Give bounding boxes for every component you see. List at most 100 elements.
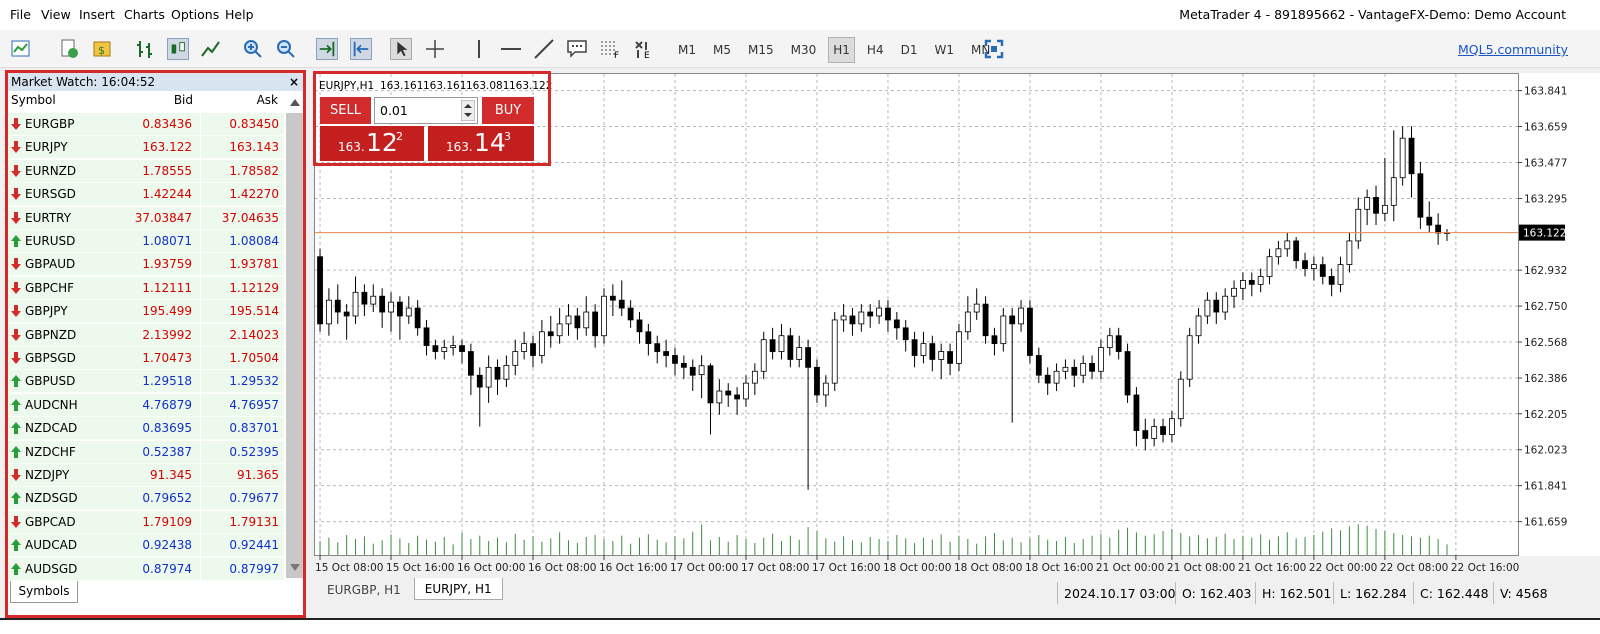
lot-spinner[interactable] xyxy=(461,100,475,121)
candle-body xyxy=(938,351,945,360)
vline-icon[interactable] xyxy=(468,38,490,60)
ask: 0.83701 xyxy=(229,421,279,436)
zoom-out-icon[interactable] xyxy=(275,38,297,60)
x-tick-label: 18 Oct 16:00 xyxy=(1025,562,1093,573)
timeframe-button[interactable]: D1 xyxy=(900,43,918,57)
autoscroll-icon[interactable] xyxy=(316,38,338,60)
menu-item[interactable]: Options xyxy=(171,7,220,22)
arrow-shape xyxy=(11,118,21,130)
timeframe-button[interactable]: M30 xyxy=(790,43,817,57)
market-watch-row[interactable]: NZDCAD 0.83695 0.83701 xyxy=(8,417,284,441)
column-divider xyxy=(200,510,201,534)
lot-input[interactable]: 0.01 xyxy=(374,97,478,124)
lot-value: 0.01 xyxy=(380,103,408,118)
chart-tab[interactable]: EURGBP, H1 xyxy=(327,583,401,597)
timeframe-button[interactable]: M15 xyxy=(748,43,774,57)
fullscreen-icon[interactable] xyxy=(983,38,1005,60)
chart-tab[interactable]: EURJPY, H1 xyxy=(413,578,503,600)
market-watch-row[interactable]: GBPCHF 1.12111 1.12129 xyxy=(8,276,284,300)
community-link[interactable]: MQL5.community xyxy=(1457,42,1568,57)
candle-body xyxy=(414,307,421,329)
menu-item[interactable]: Help xyxy=(225,7,254,22)
market-watch-row[interactable]: GBPJPY 195.499 195.514 xyxy=(8,300,284,324)
candle-body xyxy=(893,319,900,329)
candle-body xyxy=(1204,299,1211,317)
navigator-icon[interactable]: $ xyxy=(92,38,114,60)
market-watch-row[interactable]: NZDCHF 0.52387 0.52395 xyxy=(8,440,284,464)
scrollbar[interactable] xyxy=(286,113,303,578)
close-button[interactable]: × xyxy=(288,75,299,89)
fibo-icon[interactable]: F xyxy=(599,38,621,60)
symbols-tab[interactable]: Symbols xyxy=(10,581,78,603)
candle-body xyxy=(352,291,359,317)
buy-button[interactable]: BUY xyxy=(482,97,534,124)
bid: 195.499 xyxy=(142,304,192,319)
market-watch-row[interactable]: EURSGD 1.42244 1.42270 xyxy=(8,183,284,207)
market-watch-row[interactable]: EURTRY 37.03847 37.04635 xyxy=(8,206,284,230)
menu-item[interactable]: File xyxy=(10,7,31,22)
ohlc-label: 163.081 xyxy=(466,80,509,92)
market-watch-row[interactable]: NZDJPY 91.345 91.365 xyxy=(8,464,284,487)
ask: 37.04635 xyxy=(221,210,279,225)
direction-arrow xyxy=(11,164,21,177)
scroll-up[interactable] xyxy=(288,96,302,108)
cursor-icon[interactable] xyxy=(390,38,412,60)
sell-button[interactable]: SELL xyxy=(320,97,371,124)
column-header[interactable]: Symbol xyxy=(11,93,56,107)
market-watch-row[interactable]: GBPNZD 2.13992 2.14023 xyxy=(8,323,284,347)
market-watch-row[interactable]: EURUSD 1.08071 1.08084 xyxy=(8,230,284,253)
market-watch-row[interactable]: EURNZD 1.78555 1.78582 xyxy=(8,159,284,183)
candle-body xyxy=(1098,347,1104,372)
bid: 1.29518 xyxy=(142,374,192,389)
timeframe-button[interactable]: W1 xyxy=(934,43,954,57)
timeframe-button[interactable]: M5 xyxy=(713,43,731,57)
text-icon[interactable] xyxy=(566,38,588,60)
new-chart-icon[interactable] xyxy=(10,38,32,60)
buy-price-box[interactable]: 163. 14 3 xyxy=(428,126,534,161)
svg-text:$: $ xyxy=(98,44,105,57)
trendline-icon[interactable] xyxy=(533,38,555,60)
profile-icon[interactable] xyxy=(58,38,80,60)
candle-body xyxy=(1169,418,1175,435)
menu-item[interactable]: Insert xyxy=(79,7,115,22)
market-watch-row[interactable]: GBPCAD 1.79109 1.79131 xyxy=(8,510,284,534)
market-watch-row[interactable]: NZDSGD 0.79652 0.79677 xyxy=(8,487,284,511)
market-watch-row[interactable]: GBPAUD 1.93759 1.93781 xyxy=(8,253,284,277)
market-watch-row[interactable]: GBPSGD 1.70473 1.70504 xyxy=(8,347,284,370)
sell-price-box[interactable]: 163. 12 2 xyxy=(320,126,424,161)
candle-body xyxy=(982,303,989,337)
bar-chart-icon[interactable] xyxy=(134,38,156,60)
hline-icon[interactable] xyxy=(500,38,522,60)
candle-body xyxy=(521,343,528,352)
market-watch-row[interactable]: EURGBP 0.83436 0.83450 xyxy=(8,113,284,136)
menu-item[interactable]: Charts xyxy=(124,7,165,22)
direction-arrow xyxy=(11,118,21,130)
x-tick-label: 22 Oct 16:00 xyxy=(1451,562,1519,573)
x-tick-label: 18 Oct 08:00 xyxy=(954,562,1022,573)
candle-chart-icon[interactable] xyxy=(167,38,189,60)
market-watch-row[interactable]: GBPUSD 1.29518 1.29532 xyxy=(8,370,284,394)
timeframe-button[interactable]: H4 xyxy=(866,43,884,57)
timeframe-button[interactable]: M1 xyxy=(678,43,696,57)
scroll-down[interactable] xyxy=(288,561,302,573)
candle-body xyxy=(1390,177,1397,206)
crosshair-icon[interactable] xyxy=(424,38,446,60)
candle-body xyxy=(663,351,670,356)
market-watch-row[interactable]: AUDCAD 0.92438 0.92441 xyxy=(8,534,284,558)
market-watch-row[interactable]: AUDCNH 4.76879 4.76957 xyxy=(8,393,284,417)
candle-body xyxy=(1426,216,1433,226)
market-watch-row[interactable]: AUDSGD 0.87974 0.87997 xyxy=(8,557,284,581)
chart-shift-icon[interactable] xyxy=(350,38,372,60)
zoom-in-icon[interactable] xyxy=(242,38,264,60)
objects-icon[interactable]: E xyxy=(632,38,654,60)
timeframe-button[interactable]: H1 xyxy=(828,37,855,63)
candle-body xyxy=(1248,280,1255,285)
line-chart-icon[interactable] xyxy=(200,38,222,60)
market-watch-row[interactable]: EURJPY 163.122 163.143 xyxy=(8,136,284,160)
candle-body xyxy=(1381,204,1388,214)
menu-item[interactable]: View xyxy=(41,7,71,22)
column-divider xyxy=(200,323,201,347)
status-field: O: 162.403 xyxy=(1182,586,1252,601)
column-header[interactable]: Bid xyxy=(173,93,193,107)
column-header[interactable]: Ask xyxy=(256,93,278,107)
